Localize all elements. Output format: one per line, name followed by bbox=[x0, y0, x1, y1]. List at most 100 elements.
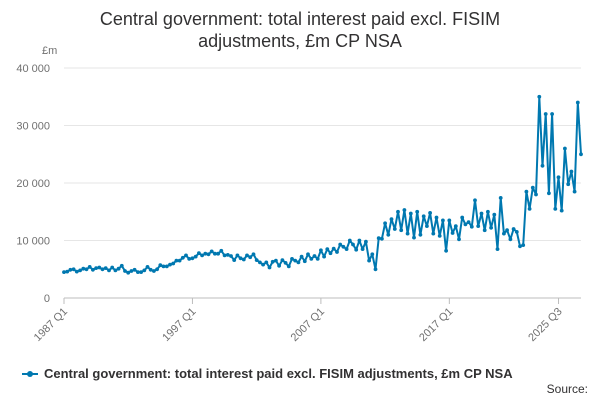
data-point[interactable] bbox=[341, 244, 346, 249]
data-point[interactable] bbox=[373, 267, 378, 272]
data-point[interactable] bbox=[78, 268, 82, 273]
data-point[interactable] bbox=[248, 255, 253, 260]
data-point[interactable] bbox=[335, 250, 339, 254]
data-point[interactable] bbox=[351, 242, 355, 247]
data-point[interactable] bbox=[428, 211, 432, 215]
data-point[interactable] bbox=[328, 251, 333, 256]
data-point[interactable] bbox=[344, 247, 349, 252]
data-point[interactable] bbox=[267, 265, 272, 270]
data-point[interactable] bbox=[447, 218, 452, 223]
data-point[interactable] bbox=[453, 224, 458, 229]
data-point[interactable] bbox=[203, 251, 208, 256]
data-point[interactable] bbox=[408, 211, 413, 216]
data-point[interactable] bbox=[469, 224, 474, 229]
data-point[interactable] bbox=[450, 231, 455, 235]
data-point[interactable] bbox=[158, 263, 163, 268]
data-point[interactable] bbox=[277, 263, 281, 268]
data-point[interactable] bbox=[290, 257, 294, 261]
data-point[interactable] bbox=[524, 189, 529, 194]
data-point[interactable] bbox=[100, 267, 105, 272]
data-point[interactable] bbox=[283, 261, 288, 265]
data-point[interactable] bbox=[74, 269, 79, 274]
data-point[interactable] bbox=[107, 268, 111, 273]
data-point[interactable] bbox=[412, 235, 416, 240]
data-point[interactable] bbox=[171, 261, 176, 266]
data-point[interactable] bbox=[206, 252, 211, 257]
data-point[interactable] bbox=[245, 253, 249, 258]
data-point[interactable] bbox=[360, 247, 365, 252]
data-point[interactable] bbox=[482, 228, 487, 233]
data-point[interactable] bbox=[129, 269, 134, 273]
data-point[interactable] bbox=[142, 268, 147, 273]
data-point[interactable] bbox=[479, 211, 484, 216]
data-point[interactable] bbox=[338, 242, 343, 247]
data-point[interactable] bbox=[94, 266, 98, 270]
data-point[interactable] bbox=[81, 266, 86, 271]
data-point[interactable] bbox=[145, 265, 150, 269]
data-point[interactable] bbox=[254, 258, 259, 262]
data-point[interactable] bbox=[505, 228, 509, 233]
data-point[interactable] bbox=[364, 239, 368, 244]
data-point[interactable] bbox=[434, 215, 439, 220]
data-point[interactable] bbox=[370, 252, 375, 257]
data-point[interactable] bbox=[213, 251, 217, 256]
data-point[interactable] bbox=[84, 267, 89, 272]
data-point[interactable] bbox=[187, 257, 192, 261]
data-point[interactable] bbox=[392, 227, 397, 231]
data-point[interactable] bbox=[197, 251, 201, 256]
data-point[interactable] bbox=[367, 258, 371, 263]
data-point[interactable] bbox=[521, 243, 526, 248]
data-point[interactable] bbox=[222, 253, 227, 258]
data-point[interactable] bbox=[431, 231, 436, 236]
data-point[interactable] bbox=[296, 260, 301, 265]
data-point[interactable] bbox=[229, 254, 233, 258]
data-point[interactable] bbox=[164, 264, 169, 269]
data-point[interactable] bbox=[219, 248, 224, 253]
data-point[interactable] bbox=[251, 252, 256, 257]
data-point[interactable] bbox=[216, 251, 221, 256]
data-point[interactable] bbox=[136, 270, 140, 274]
data-point[interactable] bbox=[155, 267, 160, 272]
data-point[interactable] bbox=[91, 267, 95, 272]
data-point[interactable] bbox=[476, 224, 481, 229]
data-point[interactable] bbox=[466, 220, 471, 225]
data-point[interactable] bbox=[286, 264, 291, 269]
data-point[interactable] bbox=[65, 269, 70, 274]
data-point[interactable] bbox=[460, 215, 465, 220]
data-point[interactable] bbox=[553, 207, 558, 211]
data-point[interactable] bbox=[511, 227, 516, 231]
data-point[interactable] bbox=[315, 257, 320, 261]
data-point[interactable] bbox=[238, 256, 243, 261]
data-point[interactable] bbox=[514, 230, 519, 234]
data-point[interactable] bbox=[376, 236, 381, 241]
data-point[interactable] bbox=[556, 175, 561, 180]
data-point[interactable] bbox=[415, 209, 420, 214]
data-point[interactable] bbox=[530, 185, 535, 190]
data-point[interactable] bbox=[119, 263, 124, 268]
data-point[interactable] bbox=[547, 191, 551, 196]
data-point[interactable] bbox=[559, 208, 564, 213]
legend[interactable]: Central government: total interest paid … bbox=[22, 366, 513, 381]
data-point[interactable] bbox=[405, 231, 410, 236]
data-point[interactable] bbox=[396, 209, 400, 214]
data-point[interactable] bbox=[116, 266, 121, 271]
data-point[interactable] bbox=[444, 248, 448, 253]
data-point[interactable] bbox=[473, 198, 477, 203]
data-point[interactable] bbox=[575, 100, 580, 105]
data-point[interactable] bbox=[441, 218, 445, 223]
data-point[interactable] bbox=[241, 257, 246, 262]
data-point[interactable] bbox=[190, 256, 195, 261]
data-point[interactable] bbox=[357, 238, 362, 243]
data-point[interactable] bbox=[518, 244, 522, 249]
data-point[interactable] bbox=[232, 258, 237, 262]
data-point[interactable] bbox=[261, 262, 265, 267]
data-point[interactable] bbox=[502, 231, 506, 236]
data-point[interactable] bbox=[527, 207, 532, 211]
data-point[interactable] bbox=[258, 260, 262, 265]
data-point[interactable] bbox=[87, 265, 92, 269]
data-point[interactable] bbox=[97, 265, 102, 270]
data-point[interactable] bbox=[319, 248, 323, 253]
data-point[interactable] bbox=[386, 232, 391, 237]
data-point[interactable] bbox=[534, 192, 538, 197]
data-point[interactable] bbox=[563, 146, 567, 151]
